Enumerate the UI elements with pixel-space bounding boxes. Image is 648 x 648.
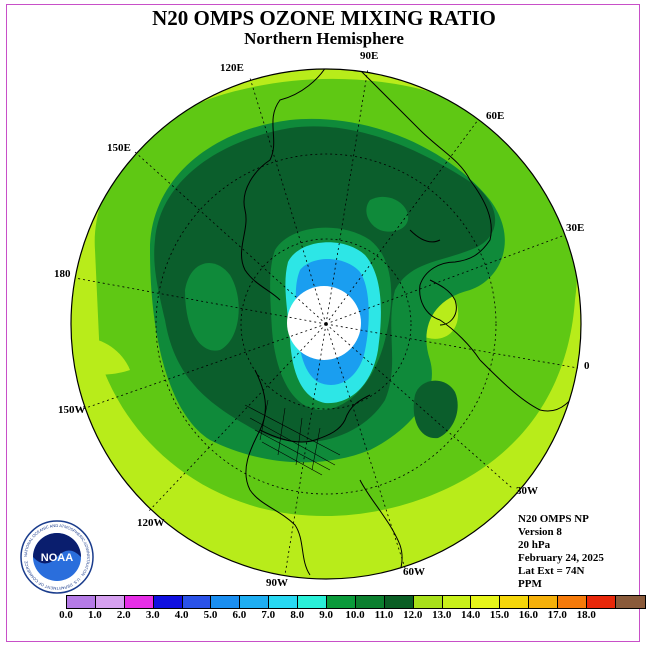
colorbar-segment bbox=[240, 596, 270, 608]
colorbar bbox=[66, 595, 646, 609]
colorbar-tick-label: 8.0 bbox=[290, 609, 305, 621]
colorbar-segment bbox=[384, 596, 414, 608]
colorbar-tick-label: 0.0 bbox=[59, 609, 73, 621]
colorbar-segment bbox=[442, 596, 472, 608]
info-block: N20 OMPS NP Version 8 20 hPa February 24… bbox=[518, 513, 604, 591]
info-date: February 24, 2025 bbox=[518, 552, 604, 564]
lon-label-60w: 60W bbox=[403, 566, 425, 578]
colorbar-tick-label: 17.0 bbox=[547, 609, 567, 621]
colorbar-tick-label: 6.0 bbox=[232, 609, 247, 621]
lon-label-30e: 30E bbox=[566, 222, 585, 234]
colorbar-segment bbox=[327, 596, 356, 608]
colorbar-segment bbox=[182, 596, 212, 608]
colorbar-segment bbox=[269, 596, 299, 608]
coastlines bbox=[241, 69, 581, 579]
noaa-logo-icon: NOAA NATIONAL OCEANIC AND ATMOSPHERIC AD… bbox=[20, 520, 94, 594]
colorbar-segment bbox=[124, 596, 154, 608]
lon-label-0: 0 bbox=[584, 360, 590, 372]
graticule bbox=[74, 67, 579, 576]
colorbar-tick-label: 3.0 bbox=[145, 609, 160, 621]
colorbar-segment bbox=[298, 596, 328, 608]
info-level: 20 hPa bbox=[518, 539, 551, 551]
colorbar-segment bbox=[211, 596, 241, 608]
page-title: N20 OMPS OZONE MIXING RATIO bbox=[152, 6, 496, 30]
colorbar-tick-label: 9.0 bbox=[319, 609, 333, 621]
colorbar-tick-label: 5.0 bbox=[203, 609, 218, 621]
colorbar-tick-label: 7.0 bbox=[261, 609, 276, 621]
colorbar-tick-label: 16.0 bbox=[518, 609, 539, 621]
lon-label-180: 180 bbox=[54, 268, 71, 280]
lon-label-120w: 120W bbox=[137, 517, 165, 529]
colorbar-segment bbox=[587, 596, 616, 608]
colorbar-segment bbox=[355, 596, 385, 608]
figure-frame bbox=[6, 4, 640, 642]
colorbar-tick-label: 18.0 bbox=[576, 609, 596, 621]
colorbar-segment bbox=[95, 596, 125, 608]
colorbar-segment bbox=[413, 596, 443, 608]
us-state-lines bbox=[244, 399, 341, 476]
colorbar-segment bbox=[471, 596, 501, 608]
lon-label-150e: 150E bbox=[107, 142, 131, 154]
info-version: Version 8 bbox=[518, 526, 562, 538]
lon-label-90w: 90W bbox=[266, 577, 288, 589]
colorbar-tick-label: 15.0 bbox=[489, 609, 510, 621]
colorbar-tick-label: 1.0 bbox=[88, 609, 102, 621]
colorbar-tick-label: 10.0 bbox=[345, 609, 365, 621]
page-subtitle: Northern Hemisphere bbox=[244, 29, 404, 48]
polar-cap bbox=[287, 286, 361, 360]
info-lat-ext: Lat Ext = 74N bbox=[518, 565, 585, 577]
colorbar-tick-label: 2.0 bbox=[116, 609, 131, 621]
colorbar-tick-label: 11.0 bbox=[374, 609, 394, 621]
colorbar-tick-label: 14.0 bbox=[460, 609, 481, 621]
lon-label-30w: 30W bbox=[516, 485, 538, 497]
colorbar-segment bbox=[529, 596, 559, 608]
info-product: N20 OMPS NP bbox=[518, 513, 589, 525]
lon-label-150w: 150W bbox=[58, 404, 86, 416]
lon-label-120e: 120E bbox=[220, 62, 244, 74]
lon-label-60e: 60E bbox=[486, 110, 505, 122]
colorbar-tick-label: 13.0 bbox=[432, 609, 452, 621]
colorbar-segment bbox=[153, 596, 183, 608]
colorbar-segment bbox=[67, 596, 96, 608]
logo-text: NOAA bbox=[41, 552, 73, 564]
colorbar-segment bbox=[615, 596, 645, 608]
colorbar-tick-label: 12.0 bbox=[403, 609, 423, 621]
colorbar-tick-label: 4.0 bbox=[174, 609, 189, 621]
map-boundary bbox=[70, 68, 582, 580]
info-units: PPM bbox=[518, 578, 542, 590]
colorbar-segment bbox=[558, 596, 588, 608]
colorbar-segment bbox=[500, 596, 530, 608]
lon-label-90e: 90E bbox=[360, 50, 379, 62]
